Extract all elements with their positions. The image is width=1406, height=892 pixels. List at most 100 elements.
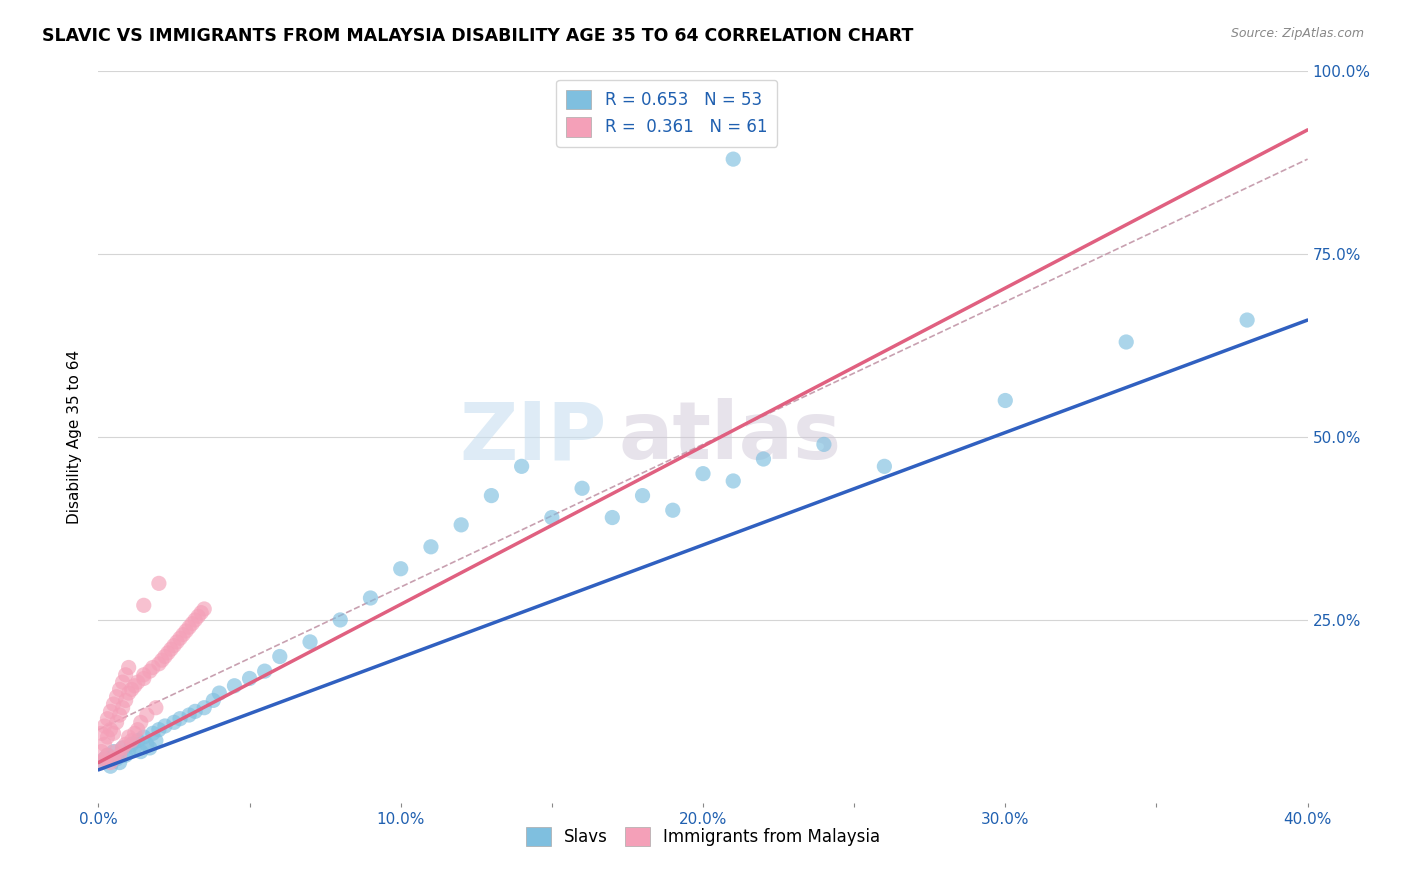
Point [118,745,141,759]
Point [181,616,204,631]
Point [166,635,188,649]
Point [108,708,131,723]
Point [121,733,143,747]
Point [253,664,276,678]
Point [148,723,170,737]
Point [127,733,149,747]
Point [208,686,231,700]
Point [153,649,176,664]
Point [90,726,112,740]
Point [571,481,593,495]
Point [142,660,165,674]
Point [90,745,112,759]
Point [269,649,291,664]
Point [450,517,472,532]
Point [148,657,170,671]
Point [132,599,155,613]
Point [121,737,143,751]
Point [174,624,197,638]
Point [103,745,125,759]
Point [103,697,125,711]
Point [1236,313,1258,327]
Point [96,748,118,763]
Point [540,510,562,524]
Point [108,682,131,697]
Point [121,682,143,697]
Point [602,510,624,524]
Point [100,759,122,773]
Point [202,693,225,707]
Point [105,745,128,759]
Point [114,748,136,763]
Text: atlas: atlas [619,398,841,476]
Point [127,723,149,737]
Point [873,459,896,474]
Point [135,708,157,723]
Point [193,700,215,714]
Point [108,756,131,770]
Point [96,712,118,726]
Point [142,726,165,740]
Point [114,737,136,751]
Point [187,609,209,624]
Point [160,642,183,657]
Point [135,737,157,751]
Point [100,705,122,719]
Point [111,740,134,755]
Point [132,667,155,681]
Point [163,715,186,730]
Point [124,679,146,693]
Point [108,748,131,763]
Text: ZIP: ZIP [458,398,606,476]
Point [692,467,714,481]
Point [124,740,146,755]
Point [239,672,262,686]
Point [661,503,683,517]
Point [132,730,155,744]
Point [813,437,835,451]
Point [105,752,128,766]
Point [193,602,215,616]
Point [93,737,115,751]
Text: SLAVIC VS IMMIGRANTS FROM MALAYSIA DISABILITY AGE 35 TO 64 CORRELATION CHART: SLAVIC VS IMMIGRANTS FROM MALAYSIA DISAB… [42,27,914,45]
Point [127,675,149,690]
Point [145,733,167,747]
Point [752,452,775,467]
Point [299,635,322,649]
Point [118,730,141,744]
Point [139,664,162,678]
Point [132,672,155,686]
Legend: Slavs, Immigrants from Malaysia: Slavs, Immigrants from Malaysia [519,821,887,853]
Point [150,653,173,667]
Point [124,726,146,740]
Text: Source: ZipAtlas.com: Source: ZipAtlas.com [1230,27,1364,40]
Point [172,627,194,641]
Point [163,639,186,653]
Point [103,726,125,740]
Point [994,393,1017,408]
Point [153,719,176,733]
Point [631,489,654,503]
Point [90,756,112,770]
Point [420,540,443,554]
Point [169,632,191,646]
Point [100,723,122,737]
Point [129,745,152,759]
Point [169,712,191,726]
Point [100,756,122,770]
Point [190,606,212,620]
Point [105,690,128,704]
Point [360,591,382,605]
Point [105,715,128,730]
Point [145,700,167,714]
Point [111,700,134,714]
Point [329,613,352,627]
Point [93,752,115,766]
Point [224,679,246,693]
Point [103,752,125,766]
Point [179,620,201,634]
Point [156,646,179,660]
Point [129,715,152,730]
Point [389,562,412,576]
Point [1115,334,1137,349]
